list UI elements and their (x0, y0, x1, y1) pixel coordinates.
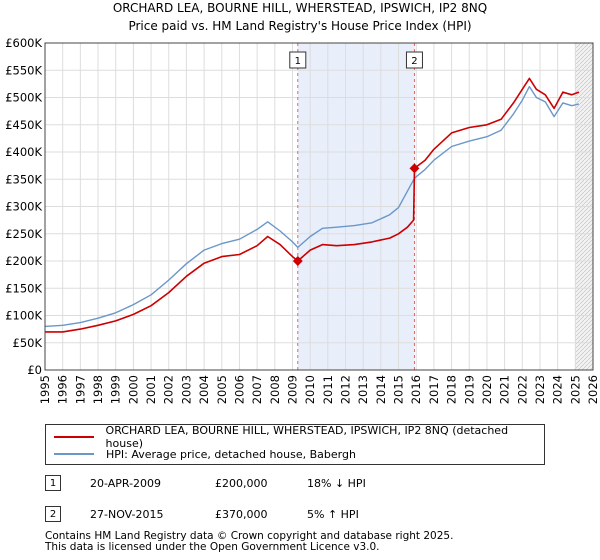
sale-hpi-1: 18% ↓ HPI (307, 476, 366, 490)
y-tick-label: £500K (5, 91, 42, 105)
sale-date-2: 27-NOV-2015 (90, 507, 164, 521)
y-tick-label: £250K (5, 227, 42, 241)
x-tick-label: 2014 (374, 375, 388, 404)
footer: Contains HM Land Registry data © Crown c… (45, 531, 453, 553)
sale-row-2: 2 27-NOV-2015 £370,000 5% ↑ HPI (45, 505, 445, 523)
sale-label-box-1 (289, 51, 307, 69)
sale-marker-1 (292, 256, 303, 266)
x-tick-label: 2019 (462, 375, 476, 404)
sale-date-1: 20-APR-2009 (90, 476, 162, 490)
x-tick-label: 2022 (515, 375, 529, 404)
x-tick-label: 2004 (197, 375, 211, 404)
chart-title: ORCHARD LEA, BOURNE HILL, WHERSTEAD, IPS… (113, 1, 487, 15)
x-tick-label: 2008 (268, 375, 282, 404)
y-tick-label: £400K (5, 145, 42, 159)
x-tick-label: 2021 (498, 375, 512, 404)
x-tick-label: 2003 (179, 375, 193, 404)
x-tick-label: 1998 (91, 375, 105, 404)
sale-hpi-2: 5% ↑ HPI (307, 507, 359, 521)
x-tick-label: 2005 (215, 375, 229, 404)
legend-label-hpi: HPI: Average price, detached house, Babe… (106, 447, 356, 461)
sale-badge-1: 1 (45, 475, 61, 491)
sale-price-2: £370,000 (215, 507, 268, 521)
x-tick-label: 2000 (126, 375, 140, 404)
y-tick-label: £600K (5, 36, 42, 50)
x-tick-label: 2001 (144, 375, 158, 404)
legend-item-hpi: HPI: Average price, detached house, Babe… (54, 446, 356, 462)
x-tick-label: 2002 (162, 375, 176, 404)
x-tick-label: 2024 (551, 375, 565, 404)
x-tick-label: 1997 (73, 375, 87, 404)
x-tick-label: 1996 (56, 375, 70, 404)
series-line-property (45, 77, 580, 333)
x-tick-label: 2020 (480, 375, 494, 404)
sale-label-2: 2 (411, 56, 417, 67)
sale-badge-2: 2 (45, 506, 61, 522)
x-tick-label: 2016 (409, 375, 423, 404)
y-tick-label: £350K (5, 172, 42, 186)
sale-label-box-2 (405, 51, 423, 69)
x-tick-label: 2026 (586, 375, 600, 404)
legend-swatch-hpi (54, 453, 94, 455)
chart-subtitle: Price paid vs. HM Land Registry's House … (128, 19, 471, 33)
footer-line-2: This data is licensed under the Open Gov… (45, 541, 380, 553)
price-chart: ORCHARD LEA, BOURNE HILL, WHERSTEAD, IPS… (5, 1, 600, 404)
x-tick-label: 2023 (533, 375, 547, 404)
sale-row-1: 1 20-APR-2009 £200,000 18% ↓ HPI (45, 474, 445, 492)
x-tick-label: 1995 (38, 375, 52, 404)
y-tick-label: £0 (27, 363, 42, 377)
x-tick-label: 2017 (427, 375, 441, 404)
sale-marker-2 (409, 163, 420, 174)
y-tick-label: £550K (5, 63, 42, 77)
x-tick-label: 2015 (392, 375, 406, 404)
x-tick-label: 2018 (445, 375, 459, 404)
sale-label-1: 1 (295, 56, 301, 67)
footer-line-1: Contains HM Land Registry data © Crown c… (45, 530, 454, 542)
y-tick-label: £100K (5, 309, 42, 323)
x-tick-label: 2010 (303, 375, 317, 404)
y-tick-label: £300K (5, 200, 42, 214)
plot-frame (44, 42, 594, 371)
x-tick-label: 2011 (321, 375, 335, 404)
sale-price-1: £200,000 (215, 476, 268, 490)
y-tick-label: £50K (13, 336, 43, 350)
y-tick-label: £150K (5, 281, 42, 295)
x-tick-label: 2009 (285, 375, 299, 404)
x-tick-label: 2012 (339, 375, 353, 404)
x-tick-label: 2007 (250, 375, 264, 404)
series-line-hpi (44, 85, 580, 328)
x-tick-label: 2025 (568, 375, 582, 404)
x-tick-label: 2006 (232, 375, 246, 404)
x-tick-label: 2013 (356, 375, 370, 404)
legend-item-property: ORCHARD LEA, BOURNE HILL, WHERSTEAD, IPS… (54, 424, 544, 450)
legend: ORCHARD LEA, BOURNE HILL, WHERSTEAD, IPS… (45, 424, 545, 465)
y-tick-label: £450K (5, 118, 42, 132)
legend-swatch-property (54, 436, 94, 438)
legend-label-property: ORCHARD LEA, BOURNE HILL, WHERSTEAD, IPS… (105, 424, 509, 450)
x-tick-label: 1999 (109, 375, 123, 404)
y-tick-label: £200K (5, 254, 42, 268)
